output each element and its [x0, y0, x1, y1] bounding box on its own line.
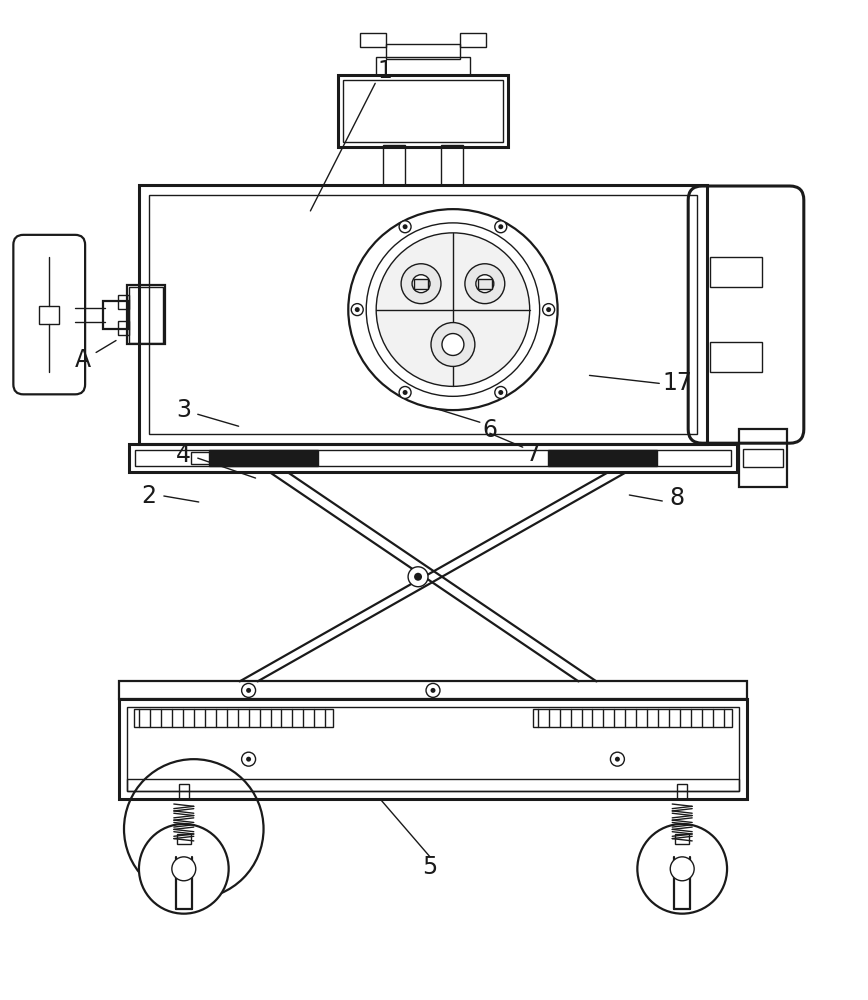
Text: 3: 3 [176, 398, 191, 422]
Circle shape [403, 224, 408, 229]
Circle shape [542, 304, 555, 316]
Bar [119, 681, 747, 699]
Bar [677, 784, 687, 799]
Bar [127, 707, 739, 791]
Circle shape [426, 683, 440, 697]
Text: 2: 2 [141, 484, 156, 508]
Circle shape [172, 857, 196, 881]
Bar [118, 321, 129, 335]
Text: 17: 17 [662, 371, 692, 395]
Bar [139, 185, 707, 444]
Bar [343, 80, 503, 142]
Circle shape [412, 275, 430, 293]
Circle shape [403, 390, 408, 395]
Bar [478, 279, 492, 289]
Text: 4: 4 [176, 443, 191, 467]
Circle shape [495, 387, 507, 398]
Circle shape [498, 390, 503, 395]
Bar [441, 145, 463, 185]
Circle shape [399, 221, 411, 233]
Bar [208, 450, 319, 466]
Text: 5: 5 [423, 855, 437, 879]
Bar [376, 57, 470, 75]
Bar [710, 257, 762, 287]
Circle shape [670, 857, 694, 881]
Circle shape [241, 752, 255, 766]
Circle shape [498, 224, 503, 229]
Circle shape [124, 759, 264, 899]
Circle shape [442, 334, 464, 355]
Circle shape [431, 688, 436, 693]
Circle shape [610, 752, 624, 766]
Bar [386, 44, 460, 59]
Circle shape [476, 275, 494, 293]
Text: A: A [75, 348, 91, 372]
Bar [710, 342, 762, 372]
Text: 1: 1 [378, 59, 392, 83]
Bar [118, 295, 129, 309]
Circle shape [272, 451, 286, 465]
Text: 7: 7 [525, 442, 540, 466]
Bar [548, 450, 657, 466]
Circle shape [431, 323, 475, 366]
Bar [103, 301, 129, 329]
Bar [739, 429, 787, 487]
Circle shape [247, 757, 251, 762]
Circle shape [399, 387, 411, 398]
Text: 6: 6 [483, 418, 497, 442]
Bar [129, 444, 737, 472]
Circle shape [408, 567, 428, 587]
Bar [208, 450, 319, 466]
Bar [39, 306, 59, 324]
Bar [129, 287, 163, 343]
Circle shape [615, 757, 620, 762]
Bar [191, 452, 211, 464]
Bar [383, 145, 405, 185]
Circle shape [610, 451, 624, 465]
Bar [675, 834, 689, 844]
Circle shape [352, 304, 363, 316]
Bar [149, 195, 697, 434]
Circle shape [495, 221, 507, 233]
Text: 8: 8 [669, 486, 685, 510]
Circle shape [376, 233, 529, 386]
Bar [135, 450, 731, 466]
Circle shape [247, 688, 251, 693]
Bar [548, 450, 657, 466]
Circle shape [546, 307, 551, 312]
Circle shape [139, 824, 228, 914]
Circle shape [355, 307, 359, 312]
Bar [743, 449, 783, 467]
Bar [127, 779, 739, 791]
Circle shape [465, 264, 505, 304]
Bar [127, 285, 165, 344]
Bar [360, 33, 386, 47]
Circle shape [414, 573, 422, 581]
Circle shape [637, 824, 727, 914]
Circle shape [401, 264, 441, 304]
Circle shape [615, 456, 620, 461]
Bar [339, 75, 508, 147]
Bar [134, 709, 333, 727]
Bar [460, 33, 486, 47]
Circle shape [241, 683, 255, 697]
Bar [533, 709, 732, 727]
Bar [179, 784, 188, 799]
Bar [414, 279, 428, 289]
Bar [177, 834, 191, 844]
Bar [119, 699, 747, 799]
Circle shape [276, 456, 281, 461]
